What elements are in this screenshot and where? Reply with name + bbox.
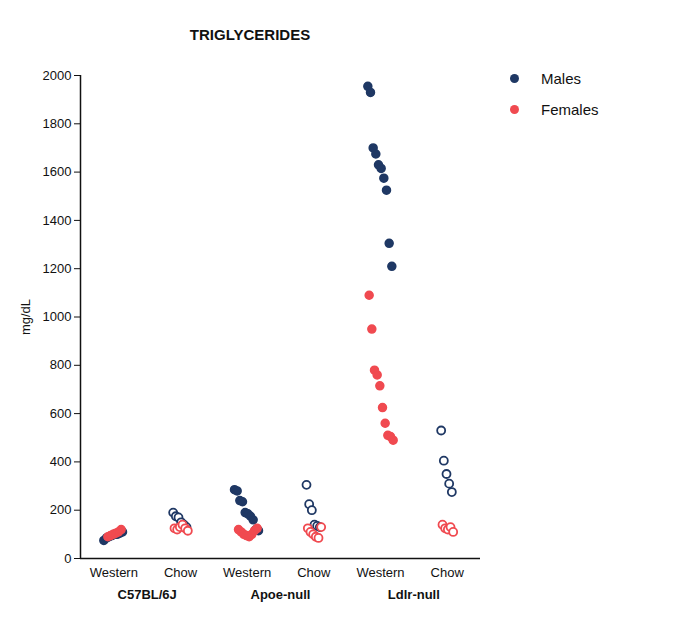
svg-text:Western: Western — [90, 565, 138, 580]
html-text:TRIGLYCERIDES: TRIGLYCERIDES — [189, 26, 311, 43]
html-text:Males: Males — [541, 70, 581, 87]
svg-text:Apoe-null: Apoe-null — [251, 587, 311, 602]
svg-text:800: 800 — [50, 357, 72, 372]
svg-text:Ldlr-null: Ldlr-null — [388, 587, 440, 602]
svg-text:600: 600 — [50, 406, 72, 421]
html-text:Females: Females — [541, 101, 599, 118]
svg-text:mg/dL: mg/dL — [18, 299, 33, 335]
svg-text:1000: 1000 — [43, 309, 72, 324]
svg-text:1400: 1400 — [43, 213, 72, 228]
svg-text:2000: 2000 — [43, 68, 72, 83]
svg-text:Chow: Chow — [297, 565, 331, 580]
svg-text:0: 0 — [64, 551, 71, 566]
svg-text:C57BL/6J: C57BL/6J — [118, 587, 177, 602]
svg-text:1200: 1200 — [43, 261, 72, 276]
svg-text:Western: Western — [356, 565, 404, 580]
svg-text:400: 400 — [50, 454, 72, 469]
svg-text:1600: 1600 — [43, 164, 72, 179]
svg-text:Chow: Chow — [431, 565, 465, 580]
svg-text:1800: 1800 — [43, 116, 72, 131]
svg-text:Chow: Chow — [164, 565, 198, 580]
svg-text:Western: Western — [223, 565, 271, 580]
svg-text:200: 200 — [50, 502, 72, 517]
